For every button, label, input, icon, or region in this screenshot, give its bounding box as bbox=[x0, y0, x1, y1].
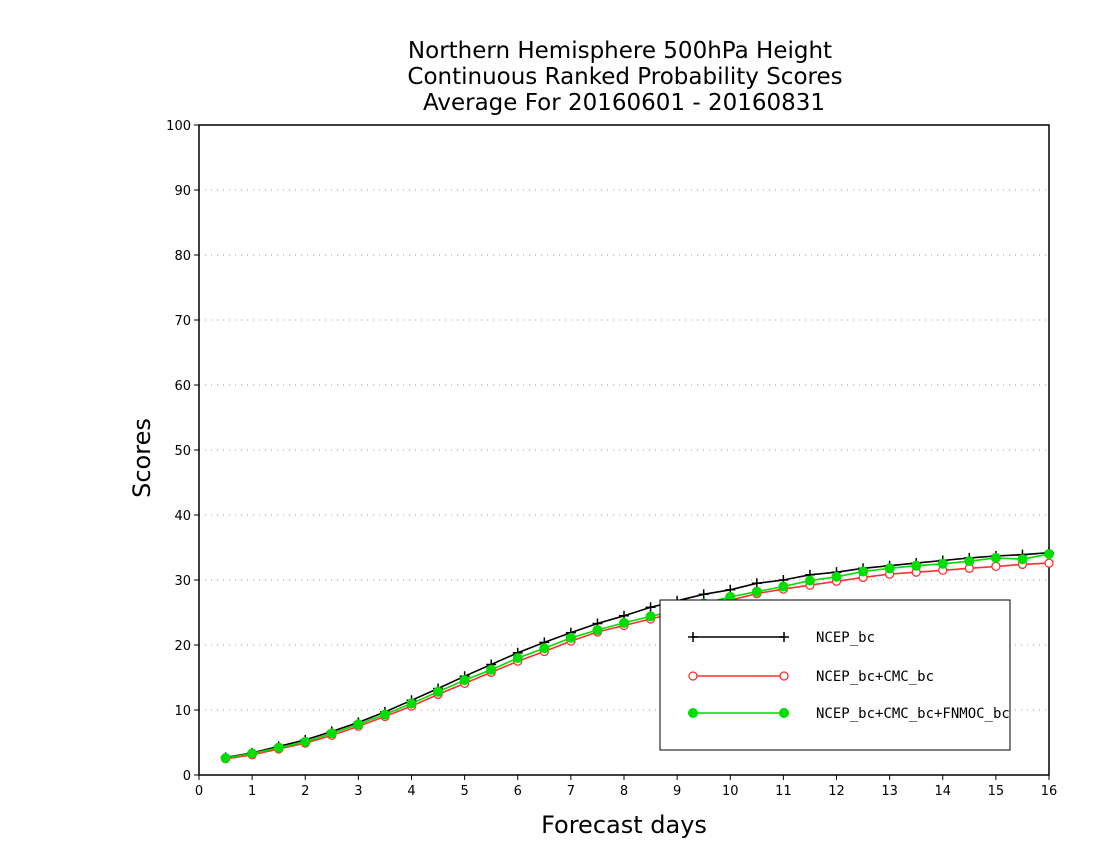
data-point bbox=[884, 563, 895, 574]
data-point bbox=[937, 558, 948, 569]
x-tick-label: 10 bbox=[722, 784, 739, 799]
x-tick-label: 13 bbox=[881, 784, 898, 799]
data-point bbox=[804, 575, 815, 586]
data-point bbox=[751, 586, 762, 597]
y-tick-label: 20 bbox=[174, 639, 191, 654]
x-tick-label: 1 bbox=[248, 784, 256, 799]
legend-marker bbox=[688, 632, 698, 642]
data-point bbox=[565, 632, 576, 643]
x-tick-label: 5 bbox=[460, 784, 468, 799]
data-point bbox=[1017, 554, 1028, 565]
legend-marker bbox=[779, 632, 789, 642]
data-point bbox=[831, 571, 842, 582]
chart-title: Northern Hemisphere 500hPa Height Contin… bbox=[407, 38, 842, 116]
y-tick-label: 50 bbox=[174, 444, 191, 459]
data-point bbox=[1044, 558, 1054, 568]
y-tick-label: 10 bbox=[174, 704, 191, 719]
data-point bbox=[406, 698, 417, 709]
x-tick-label: 15 bbox=[988, 784, 1005, 799]
data-point bbox=[698, 589, 709, 600]
data-point bbox=[539, 643, 550, 654]
x-tick-label: 3 bbox=[354, 784, 362, 799]
legend-marker bbox=[688, 671, 698, 681]
data-point bbox=[486, 664, 497, 675]
legend-box bbox=[659, 599, 1011, 751]
data-point bbox=[991, 561, 1001, 571]
y-tick-label: 30 bbox=[174, 574, 191, 589]
legend-label: NCEP_bc bbox=[816, 630, 875, 646]
x-tick-label: 11 bbox=[775, 784, 792, 799]
data-point bbox=[778, 581, 789, 592]
data-point bbox=[433, 686, 444, 697]
data-point bbox=[379, 709, 390, 720]
chart-title-line-2: Continuous Ranked Probability Scores bbox=[407, 64, 842, 90]
data-point bbox=[858, 566, 869, 577]
data-point bbox=[459, 675, 470, 686]
chart-title-line-1: Northern Hemisphere 500hPa Height bbox=[408, 38, 832, 64]
data-point bbox=[220, 753, 231, 764]
y-tick-label: 40 bbox=[174, 509, 191, 524]
x-tick-label: 7 bbox=[567, 784, 575, 799]
y-tick-label: 70 bbox=[174, 314, 191, 329]
legend-marker bbox=[779, 708, 789, 718]
legend-marker bbox=[779, 671, 789, 681]
y-axis-label: Scores bbox=[128, 418, 156, 498]
y-tick-label: 90 bbox=[174, 184, 191, 199]
data-point bbox=[300, 736, 311, 747]
legend-label: NCEP_bc+CMC_bc+FNMOC_bc bbox=[816, 706, 1010, 722]
x-tick-label: 4 bbox=[407, 784, 415, 799]
legend-label: NCEP_bc+CMC_bc bbox=[816, 669, 934, 685]
y-tick-label: 80 bbox=[174, 249, 191, 264]
legend-marker bbox=[688, 708, 698, 718]
data-point bbox=[751, 578, 762, 589]
chart-title-line-3: Average For 20160601 - 20160831 bbox=[423, 90, 825, 116]
x-tick-label: 9 bbox=[673, 784, 681, 799]
data-point bbox=[247, 748, 258, 759]
x-axis-label: Forecast days bbox=[541, 811, 707, 839]
x-tick-label: 0 bbox=[195, 784, 203, 799]
data-point bbox=[1044, 549, 1054, 559]
y-tick-label: 60 bbox=[174, 379, 191, 394]
y-tick-label: 100 bbox=[166, 119, 191, 134]
data-point bbox=[645, 602, 656, 613]
data-point bbox=[645, 611, 656, 622]
data-point bbox=[990, 552, 1001, 563]
data-point bbox=[592, 625, 603, 636]
x-tick-label: 14 bbox=[934, 784, 951, 799]
x-tick-label: 2 bbox=[301, 784, 309, 799]
x-tick-label: 16 bbox=[1041, 784, 1058, 799]
y-tick-label: 0 bbox=[183, 769, 191, 784]
x-tick-label: 8 bbox=[620, 784, 628, 799]
data-point bbox=[353, 719, 364, 730]
data-point bbox=[619, 617, 629, 628]
x-tick-label: 6 bbox=[514, 784, 522, 799]
data-point bbox=[273, 742, 284, 753]
x-tick-label: 12 bbox=[828, 784, 845, 799]
data-point bbox=[512, 653, 523, 663]
legend: NCEP_bc NCEP_bc+CMC_bc NCEP_bc+CMC_bc+FNMO… bbox=[659, 599, 1011, 751]
data-point bbox=[911, 560, 922, 571]
data-point bbox=[964, 556, 975, 567]
data-point bbox=[326, 728, 337, 739]
